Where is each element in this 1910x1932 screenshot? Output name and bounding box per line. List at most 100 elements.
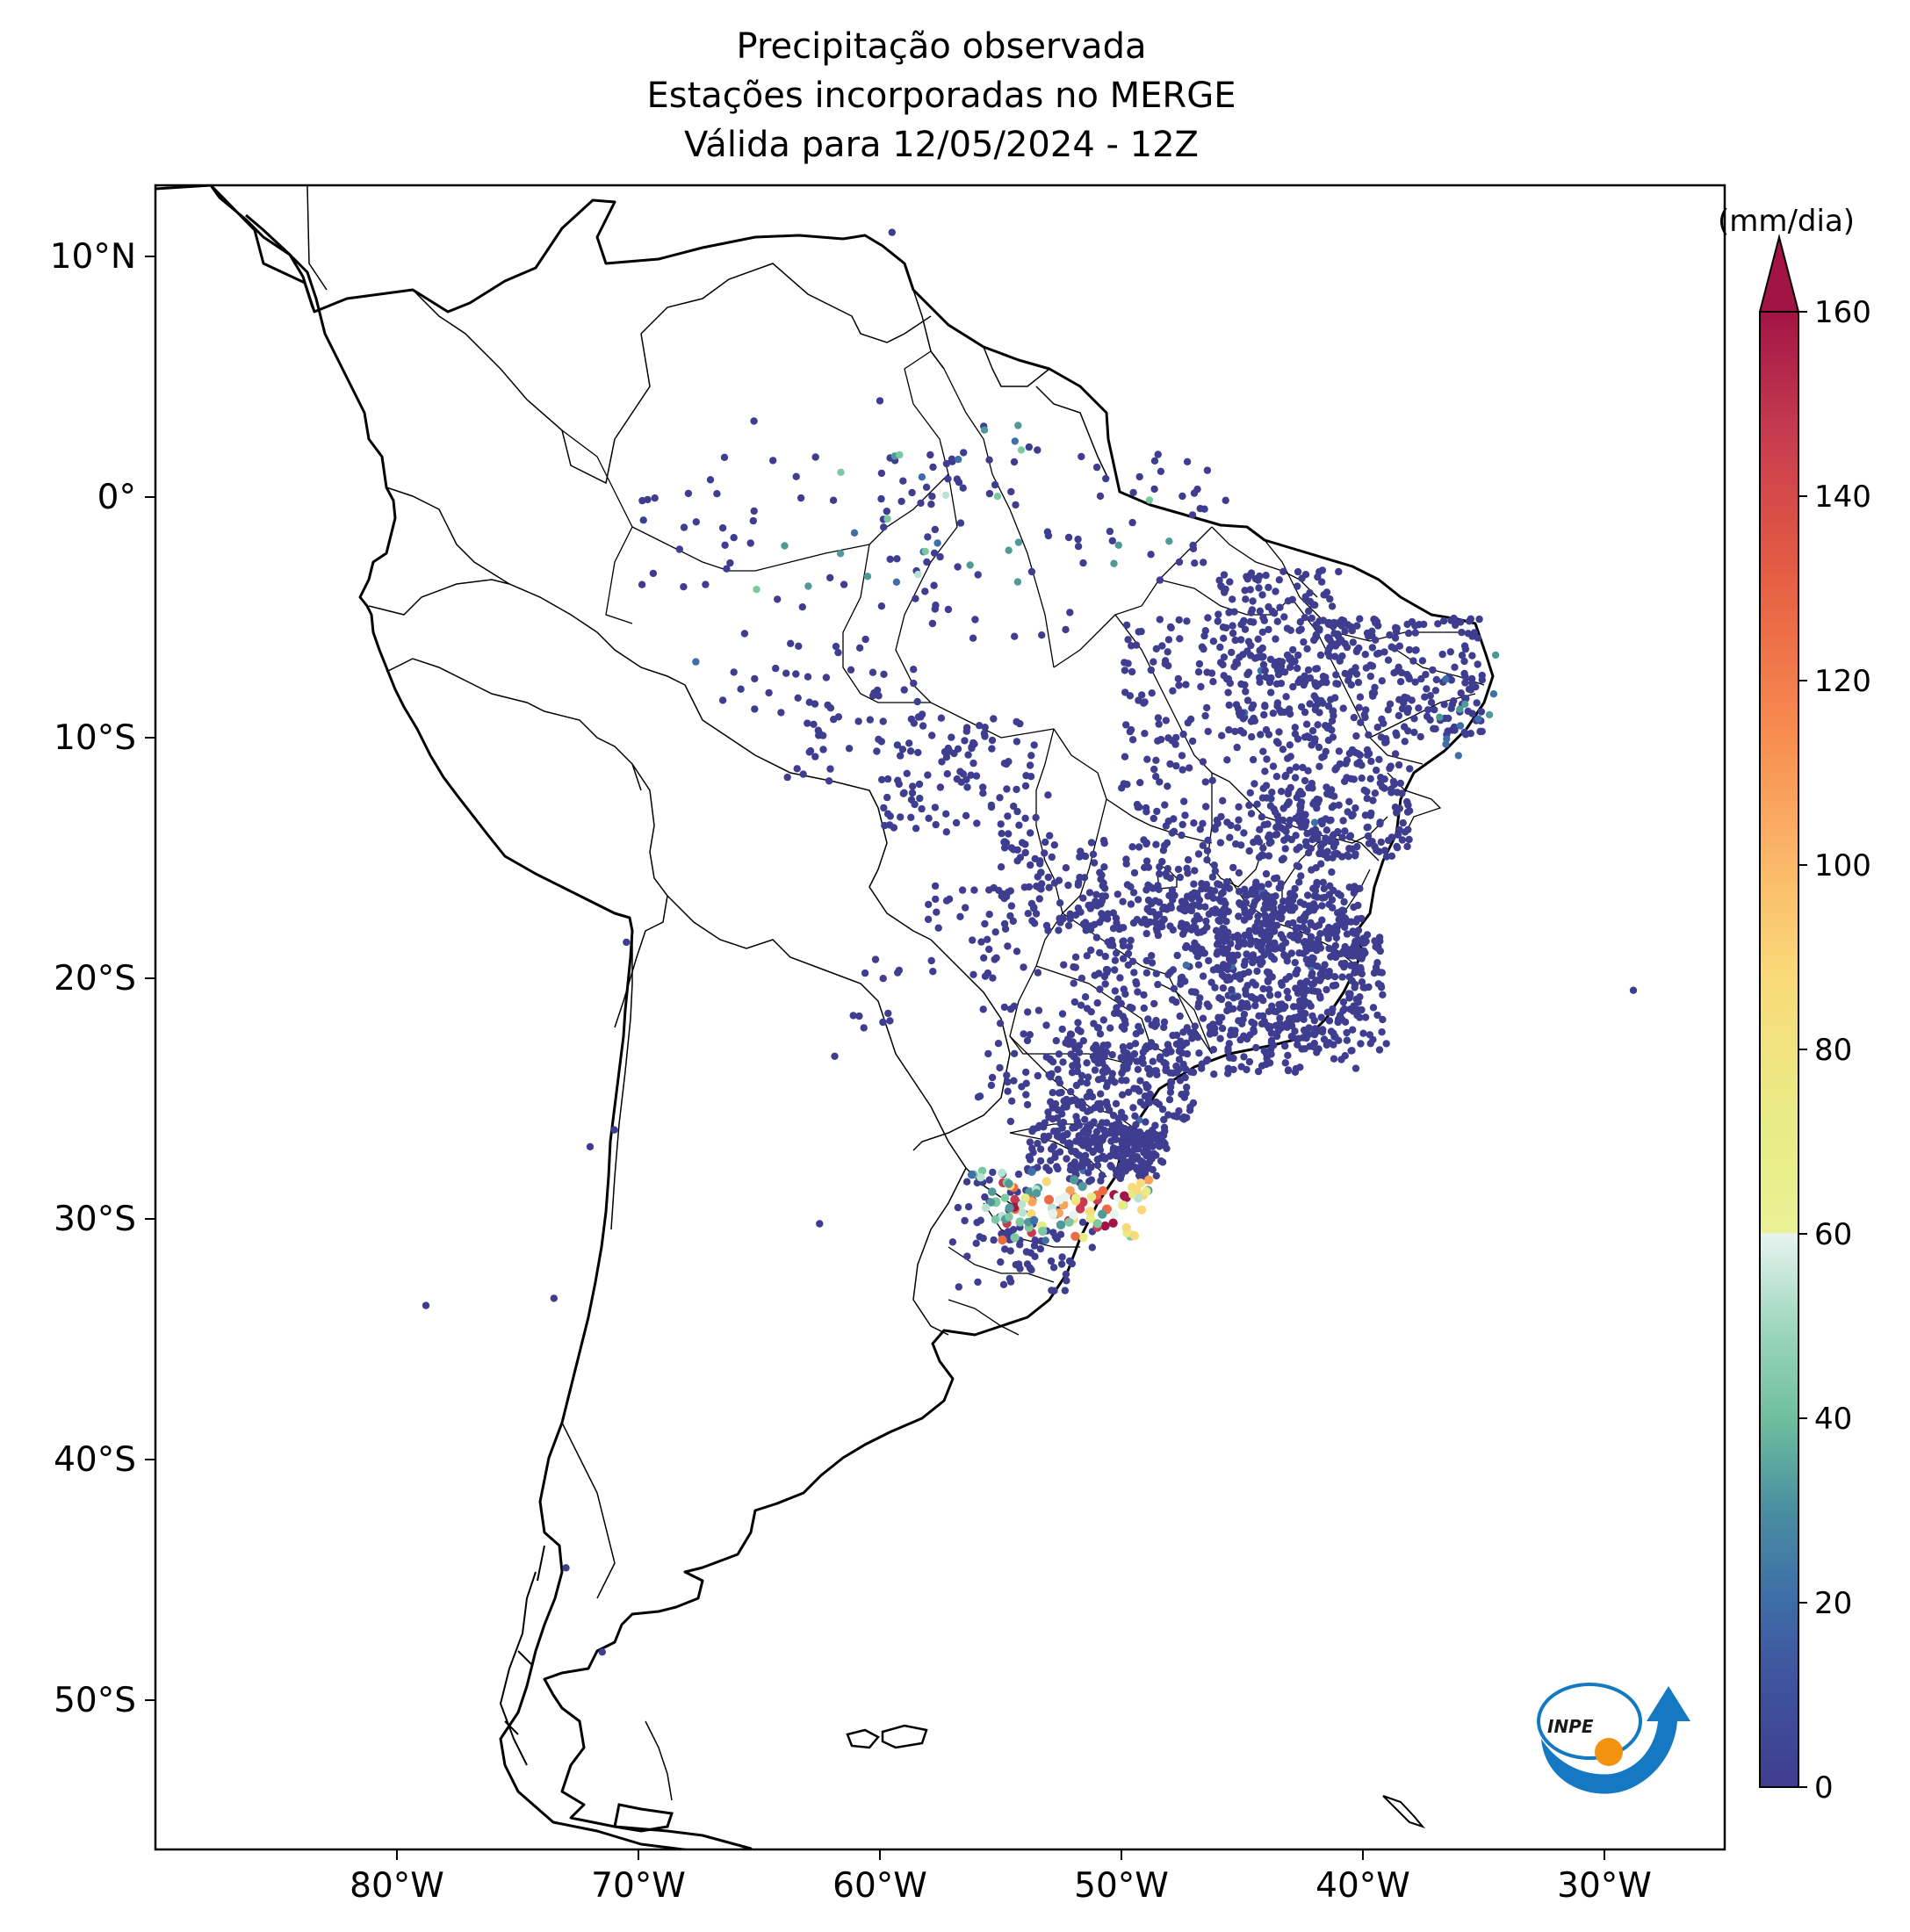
station-point	[1253, 967, 1261, 976]
station-point	[1204, 727, 1212, 736]
station-point	[1277, 1024, 1286, 1032]
station-point	[1378, 677, 1387, 685]
station-point	[948, 733, 955, 741]
station-point	[1395, 761, 1403, 769]
station-point	[1122, 721, 1130, 729]
station-point	[1216, 659, 1225, 667]
station-point	[692, 658, 700, 666]
station-point	[1203, 847, 1212, 854]
station-point	[980, 730, 989, 738]
station-point	[1181, 1065, 1190, 1073]
station-point	[937, 714, 946, 722]
station-point	[1130, 1049, 1139, 1058]
station-point	[1255, 584, 1263, 592]
station-point	[1190, 1028, 1198, 1036]
station-point	[1272, 588, 1279, 595]
station-point	[1075, 1151, 1083, 1159]
station-point	[1110, 1009, 1119, 1018]
station-point	[908, 789, 917, 797]
station-point	[1461, 700, 1469, 708]
station-point	[1267, 1038, 1276, 1047]
station-point	[1099, 1016, 1108, 1024]
station-point	[1292, 763, 1301, 771]
station-point	[644, 495, 652, 504]
station-point	[1161, 801, 1169, 809]
station-point	[914, 748, 922, 757]
station-point	[1291, 884, 1299, 893]
station-point	[967, 771, 975, 779]
station-point	[879, 975, 887, 983]
station-point	[1015, 1217, 1025, 1227]
station-point	[1117, 1054, 1125, 1062]
station-point	[1092, 1219, 1102, 1229]
station-point	[840, 580, 848, 588]
station-point	[1247, 652, 1255, 660]
station-point	[793, 765, 801, 773]
station-point	[1270, 898, 1278, 907]
station-point	[1219, 924, 1227, 933]
station-point	[1049, 1143, 1058, 1150]
station-point	[1230, 608, 1238, 616]
station-point	[1448, 701, 1457, 709]
station-point	[1248, 992, 1256, 1001]
station-point	[1078, 1218, 1087, 1227]
station-point	[1287, 890, 1294, 898]
station-point	[1163, 1144, 1171, 1153]
station-point	[1109, 1209, 1120, 1220]
station-point	[1323, 854, 1331, 861]
station-point	[1041, 849, 1049, 857]
station-point	[1315, 762, 1323, 770]
station-point	[1176, 873, 1185, 882]
station-point	[847, 666, 855, 674]
station-point	[1092, 934, 1101, 941]
station-point	[1225, 701, 1233, 710]
station-point	[1055, 1089, 1063, 1097]
station-point	[1250, 1026, 1258, 1034]
station-point	[981, 919, 989, 928]
station-point	[422, 1301, 430, 1309]
station-point	[1294, 924, 1302, 932]
station-point	[1133, 915, 1142, 924]
station-point	[1054, 1065, 1062, 1074]
station-point	[1045, 883, 1053, 891]
station-point	[1199, 1014, 1207, 1022]
station-point	[1021, 814, 1029, 822]
station-point	[1364, 751, 1372, 759]
station-point	[1130, 1085, 1138, 1092]
station-point	[925, 900, 933, 909]
station-point	[1255, 838, 1264, 846]
station-point	[1155, 911, 1164, 919]
station-point	[1311, 904, 1320, 912]
station-point	[1294, 567, 1302, 576]
station-point	[1261, 900, 1270, 908]
station-point	[1240, 1032, 1248, 1040]
station-point	[1060, 1103, 1068, 1112]
station-point	[961, 737, 969, 745]
station-point	[1003, 785, 1011, 793]
station-point	[1115, 1152, 1123, 1161]
station-point	[924, 533, 932, 541]
station-point	[1189, 1068, 1198, 1077]
station-point	[1113, 919, 1121, 927]
station-point	[1405, 645, 1414, 654]
station-point	[1352, 647, 1361, 656]
station-point	[1245, 801, 1253, 810]
station-point	[1265, 625, 1272, 634]
station-point	[1173, 1069, 1181, 1077]
station-point	[1300, 900, 1308, 909]
station-point	[1345, 797, 1353, 805]
station-point	[1195, 1049, 1203, 1057]
station-point	[964, 1203, 973, 1211]
station-point	[1146, 1090, 1154, 1099]
station-point	[1399, 818, 1407, 827]
station-point	[1072, 1081, 1081, 1090]
station-point	[861, 969, 869, 977]
station-point	[1134, 1133, 1142, 1142]
station-point	[1329, 707, 1337, 715]
station-point	[692, 518, 700, 526]
station-point	[1149, 1143, 1157, 1150]
station-point	[1191, 867, 1199, 875]
station-point	[1347, 1047, 1355, 1055]
station-point	[806, 746, 815, 755]
station-point	[912, 825, 920, 833]
